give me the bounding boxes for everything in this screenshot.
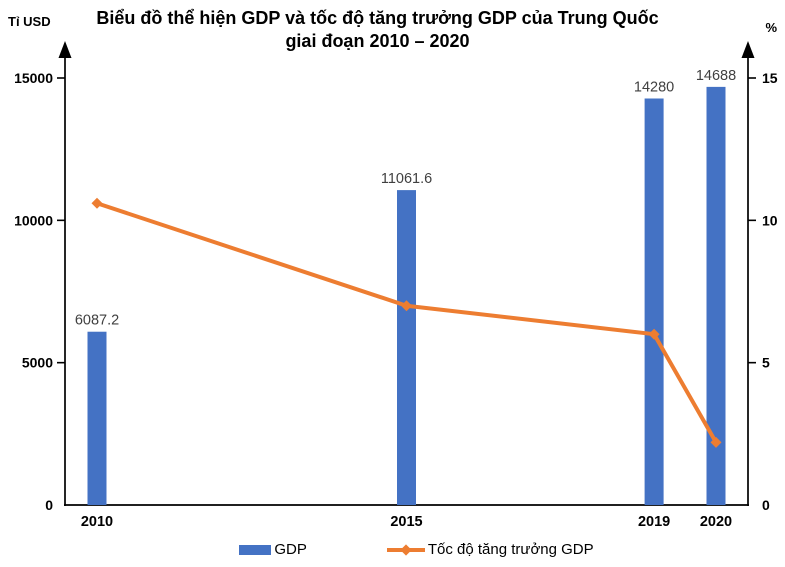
x-axis-category-label: 2020 (700, 514, 732, 530)
gdp-bar (87, 331, 107, 505)
right-axis-unit-label: % (765, 20, 777, 35)
left-axis-tick-label: 10000 (14, 212, 53, 228)
left-axis-tick-label: 0 (45, 497, 53, 513)
growth-line (95, 201, 718, 445)
gdp-bar-data-label: 6087.2 (75, 313, 119, 329)
left-axis-tick-label: 15000 (14, 70, 53, 86)
gdp-bar (644, 98, 664, 505)
left-axis-tick-label: 5000 (22, 355, 53, 371)
x-axis-category-label: 2015 (390, 514, 422, 530)
gdp-bar (706, 86, 726, 506)
gdp-bar-data-label: 11061.6 (381, 171, 432, 187)
gdp-bar-data-label: 14280 (634, 79, 674, 95)
left-axis-arrow-icon (58, 41, 72, 58)
left-axis-unit-label: Tỉ USD (8, 14, 51, 29)
growth-legend-label: Tốc độ tăng trưởng GDP (427, 541, 594, 558)
right-axis-tick-label: 15 (762, 70, 778, 86)
right-axis-arrow-icon (741, 41, 755, 58)
right-axis-tick-label: 5 (762, 355, 770, 371)
x-axis-category-label: 2019 (638, 514, 670, 530)
legend-item-growth: Tốc độ tăng trưởng GDP (386, 541, 594, 558)
gdp-bar (397, 190, 416, 506)
right-axis-tick-label: 0 (762, 497, 770, 513)
chart-title-line1: Biểu đồ thể hiện GDP và tốc độ tăng trưở… (96, 8, 659, 28)
growth-line-marker-icon (648, 328, 660, 340)
legend-item-gdp: GDP (239, 541, 307, 558)
chart-legend: GDP Tốc độ tăng trưởng GDP (0, 541, 785, 558)
growth-line-marker-icon (91, 197, 103, 209)
right-axis-tick-label: 10 (762, 212, 778, 228)
chart-title: Biểu đồ thể hiện GDP và tốc độ tăng trưở… (60, 7, 695, 53)
growth-legend-swatch-icon (386, 543, 425, 556)
gdp-legend-label: GDP (274, 541, 307, 558)
gdp-bar-data-label: 14688 (696, 68, 736, 84)
x-axis-category-label: 2010 (81, 514, 113, 530)
diamond-marker-icon (400, 543, 412, 556)
growth-line-marker-icon (710, 436, 722, 448)
gdp-legend-swatch-icon (239, 544, 272, 555)
chart-title-line2: giai đoạn 2010 – 2020 (285, 31, 470, 51)
growth-line-marker-icon (401, 300, 412, 312)
